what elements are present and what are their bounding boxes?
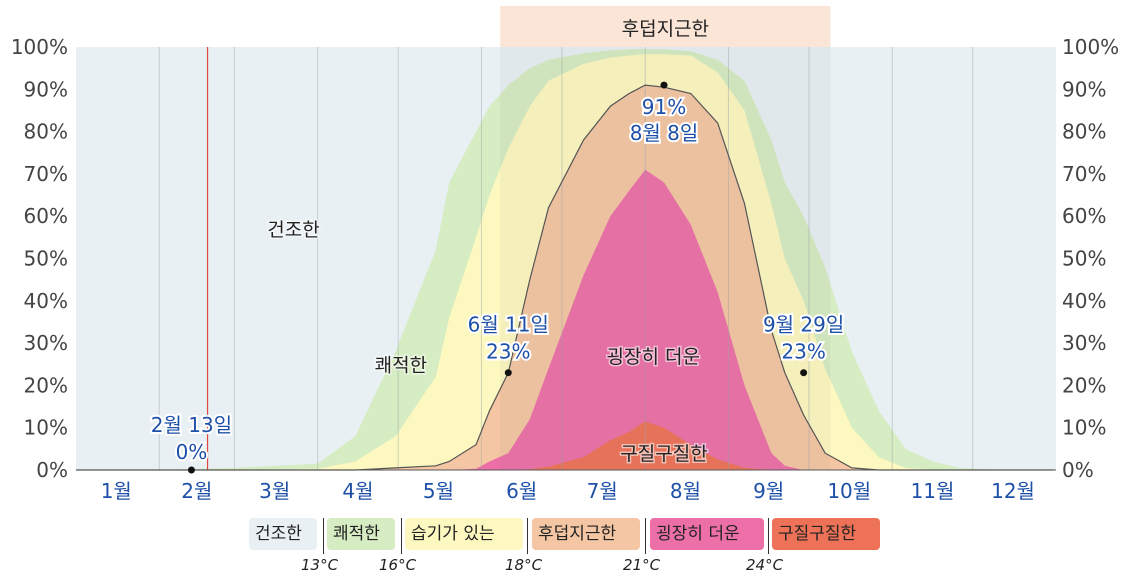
y-tick-label-right: 60% bbox=[1062, 204, 1106, 228]
legend-separator bbox=[323, 518, 324, 554]
band-oppressive bbox=[76, 169, 1054, 470]
legend-item: 후덥지근한 bbox=[532, 518, 640, 550]
muggy-period-shade bbox=[500, 47, 831, 470]
annotation-value: 23% bbox=[781, 340, 825, 364]
comfort-bands bbox=[76, 49, 1054, 470]
legend-temperature: 13°C bbox=[301, 556, 339, 574]
y-tick-label-right: 100% bbox=[1062, 35, 1119, 59]
annotation-value: 23% bbox=[486, 340, 530, 364]
annotation-value: 0% bbox=[176, 440, 208, 464]
annotation-label: 6월 11일 bbox=[468, 313, 549, 337]
month-label: 3월 bbox=[259, 479, 290, 503]
y-tick-label-right: 50% bbox=[1062, 247, 1106, 271]
y-tick-label-left: 60% bbox=[24, 204, 68, 228]
legend-item: 구질구질한 bbox=[772, 518, 880, 550]
muggy-period-header bbox=[500, 6, 831, 47]
y-tick-label-left: 0% bbox=[36, 458, 68, 482]
band-label: 쾌적한 bbox=[375, 354, 427, 376]
legend-item: 습기가 있는 bbox=[405, 518, 523, 550]
band-muggy bbox=[76, 85, 1054, 470]
legend-separator bbox=[401, 518, 402, 554]
legend-temperature: 16°C bbox=[379, 556, 417, 574]
annotation-label: 2월 13일 bbox=[151, 413, 232, 437]
grid-lines bbox=[76, 47, 1056, 471]
legend-item: 굉장히 더운 bbox=[650, 518, 764, 550]
muggy-period-label: 후덥지근한 bbox=[622, 18, 709, 40]
y-tick-label-left: 10% bbox=[24, 416, 68, 440]
month-label: 10월 bbox=[827, 479, 871, 503]
humidity-comfort-chart: 후덥지근한 0% 0% 10% 10% 20% 20% 30% 30% 40% 40% 50% 50%… bbox=[11, 6, 1119, 503]
annotation-point bbox=[187, 466, 195, 474]
legend-separator bbox=[768, 518, 769, 554]
axis-labels: 0% 0% 10% 10% 20% 20% 30% 30% 40% 40% 50% 50% 60% 60%… bbox=[11, 35, 1119, 503]
annotation-label: 9월 29일 bbox=[763, 313, 844, 337]
legend-temperature: 18°C bbox=[505, 556, 543, 574]
month-label: 1월 bbox=[101, 479, 132, 503]
legend-item: 쾌적한 bbox=[327, 518, 395, 550]
y-tick-label-left: 70% bbox=[24, 162, 68, 186]
annotation-label: 91% bbox=[642, 95, 686, 119]
month-label: 2월 bbox=[181, 479, 212, 503]
y-tick-label-left: 40% bbox=[24, 289, 68, 313]
y-tick-label-right: 0% bbox=[1062, 458, 1094, 482]
annotation-point bbox=[660, 81, 668, 89]
month-label: 8월 bbox=[670, 479, 701, 503]
band-label: 굉장히 더운 bbox=[607, 346, 700, 368]
legend-temperature: 21°C bbox=[623, 556, 661, 574]
legend-temperature: 24°C bbox=[746, 556, 784, 574]
y-tick-label-left: 90% bbox=[24, 77, 68, 101]
legend-separator bbox=[527, 518, 528, 554]
month-label: 4월 bbox=[342, 479, 373, 503]
month-label: 6월 bbox=[506, 479, 537, 503]
legend-separator bbox=[645, 518, 646, 554]
y-tick-label-left: 50% bbox=[24, 247, 68, 271]
y-tick-label-left: 80% bbox=[24, 120, 68, 144]
month-label: 7월 bbox=[587, 479, 618, 503]
band-label: 건조한 bbox=[267, 219, 319, 241]
month-label: 12월 bbox=[991, 479, 1035, 503]
muggy-probability-line bbox=[76, 84, 1054, 471]
annotation-point bbox=[800, 369, 808, 377]
month-label: 9월 bbox=[753, 479, 784, 503]
month-label: 5월 bbox=[423, 479, 454, 503]
y-tick-label-right: 30% bbox=[1062, 331, 1106, 355]
y-tick-label-right: 40% bbox=[1062, 289, 1106, 313]
annotations: 2월 13일 0% 6월 11일 23% 91%8월 8일 9월 29일 23% bbox=[149, 81, 846, 474]
month-label: 11월 bbox=[911, 479, 955, 503]
band-label: 구질구질한 bbox=[620, 443, 707, 465]
annotation-value: 8월 8일 bbox=[630, 121, 699, 145]
legend: 건조한 쾌적한 습기가 있는 후덥지근한 굉장히 더운 구질구질한 13°C 16°C 18°C… bbox=[0, 518, 1134, 582]
y-tick-label-right: 80% bbox=[1062, 120, 1106, 144]
y-tick-label-right: 20% bbox=[1062, 373, 1106, 397]
annotation-point bbox=[504, 369, 512, 377]
y-tick-label-left: 100% bbox=[11, 35, 68, 59]
y-tick-label-right: 10% bbox=[1062, 416, 1106, 440]
y-tick-label-left: 20% bbox=[24, 373, 68, 397]
y-tick-label-right: 70% bbox=[1062, 162, 1106, 186]
muggy-line bbox=[76, 84, 1054, 471]
legend-item: 건조한 bbox=[249, 518, 317, 550]
y-tick-label-left: 30% bbox=[24, 331, 68, 355]
muggy-period-highlight: 후덥지근한 bbox=[500, 6, 831, 470]
y-tick-label-right: 90% bbox=[1062, 77, 1106, 101]
